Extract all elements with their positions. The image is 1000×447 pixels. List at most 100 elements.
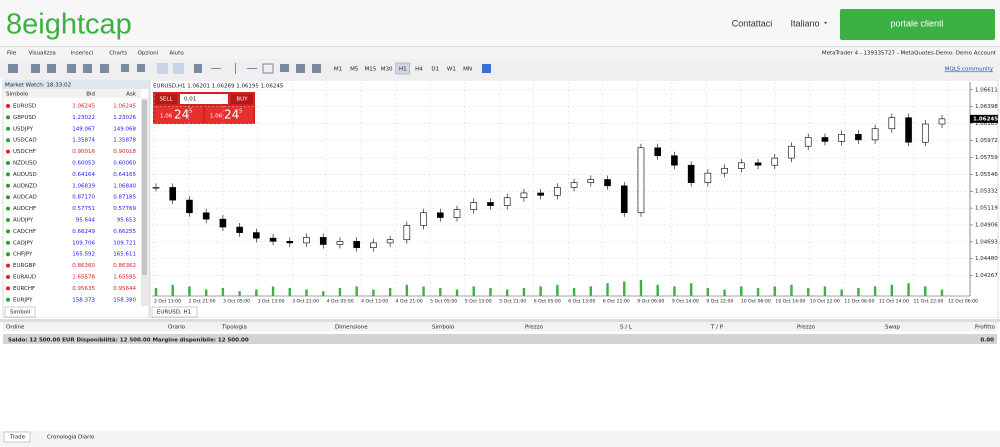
lot-value[interactable]: 0.01 bbox=[184, 97, 196, 103]
symbol[interactable]: USDJPY bbox=[13, 126, 34, 132]
candle-body bbox=[570, 182, 578, 188]
timeframe[interactable]: M5 bbox=[350, 67, 359, 73]
nav-link[interactable]: Contattaci bbox=[732, 18, 773, 28]
sell-price[interactable] bbox=[155, 106, 203, 123]
icon[interactable] bbox=[100, 64, 109, 73]
price-small[interactable]: 1.06 bbox=[160, 114, 173, 120]
symbol[interactable]: NZDUSD bbox=[13, 161, 37, 167]
icon[interactable] bbox=[173, 63, 184, 74]
tab-label[interactable]: EURUSD, H1 bbox=[157, 310, 191, 316]
icon[interactable] bbox=[312, 64, 321, 73]
price-pip[interactable]: 5 bbox=[189, 109, 193, 115]
symbol[interactable]: EURCHF bbox=[13, 286, 35, 292]
menu-item[interactable]: Visualizza bbox=[29, 51, 56, 57]
icon[interactable] bbox=[31, 64, 40, 73]
tab[interactable] bbox=[151, 306, 198, 318]
icon[interactable] bbox=[8, 64, 18, 73]
price-pip[interactable]: 5 bbox=[239, 109, 243, 115]
ask: 1.06245 bbox=[113, 104, 136, 110]
icon[interactable] bbox=[194, 64, 202, 73]
bid: 1.06245 bbox=[72, 104, 95, 110]
icon[interactable] bbox=[67, 64, 76, 73]
symbol[interactable]: AUDCHF bbox=[13, 206, 36, 212]
volume-bar bbox=[154, 288, 158, 296]
column-header: Bid bbox=[86, 92, 95, 98]
timeframe[interactable]: MN bbox=[463, 67, 472, 73]
logo[interactable]: 8eightcap bbox=[6, 9, 132, 41]
menu-item[interactable]: Aiuto bbox=[169, 51, 184, 57]
timeframe[interactable]: M15 bbox=[365, 67, 377, 73]
timeframe[interactable]: W1 bbox=[447, 67, 456, 73]
tab[interactable] bbox=[4, 306, 36, 318]
buy-button[interactable] bbox=[231, 94, 253, 104]
symbol[interactable]: AUDCAD bbox=[13, 195, 37, 201]
lot-input[interactable] bbox=[180, 94, 228, 104]
scroll-thumb[interactable] bbox=[142, 100, 147, 275]
icon[interactable] bbox=[47, 64, 56, 73]
timeframe[interactable]: M1 bbox=[334, 67, 342, 73]
icon[interactable] bbox=[482, 64, 491, 73]
icon[interactable] bbox=[296, 64, 305, 73]
community-link[interactable]: MQL5.community bbox=[945, 67, 994, 73]
caret bbox=[824, 22, 827, 24]
volume-bar bbox=[773, 286, 776, 296]
symbol[interactable]: USDCHF bbox=[13, 149, 36, 155]
tab[interactable] bbox=[3, 431, 31, 443]
symbol[interactable]: EURAUD bbox=[13, 275, 36, 281]
timeframe[interactable]: D1 bbox=[431, 67, 439, 73]
symbol[interactable]: CADCHF bbox=[13, 229, 36, 235]
timeframe[interactable]: H1 bbox=[399, 67, 407, 73]
buy-price[interactable] bbox=[205, 106, 253, 123]
symbol[interactable]: AUDNZD bbox=[13, 183, 37, 189]
icon[interactable] bbox=[121, 64, 129, 72]
menu-item[interactable]: Charts bbox=[109, 51, 127, 57]
icon[interactable] bbox=[247, 68, 257, 69]
icon[interactable] bbox=[235, 63, 236, 74]
icon[interactable] bbox=[262, 63, 274, 74]
menu-item[interactable]: Opzioni bbox=[138, 51, 159, 57]
price-small[interactable]: 1.06 bbox=[210, 114, 223, 120]
symbol[interactable]: GBPUSD bbox=[13, 115, 36, 121]
symbol[interactable]: CADJPY bbox=[13, 240, 34, 246]
icon[interactable] bbox=[211, 68, 221, 69]
symbol[interactable]: AUDUSD bbox=[13, 172, 37, 178]
timeframe[interactable]: M30 bbox=[381, 67, 393, 73]
tab-label[interactable]: Trade bbox=[9, 435, 26, 441]
price-big[interactable]: 24 bbox=[224, 108, 239, 122]
portal-button[interactable] bbox=[840, 9, 995, 40]
market-watch bbox=[2, 79, 150, 319]
candle-body bbox=[838, 134, 845, 142]
menu-item[interactable]: Inserisci bbox=[71, 51, 94, 57]
x-tick-label: 11 Oct 14:00 bbox=[879, 299, 909, 305]
menu-item[interactable]: File bbox=[7, 51, 17, 57]
icon[interactable] bbox=[157, 63, 168, 74]
price-big[interactable]: 24 bbox=[174, 108, 189, 122]
timeframe[interactable]: H4 bbox=[415, 67, 423, 73]
symbol[interactable]: EURGBP bbox=[13, 263, 36, 269]
button-label[interactable]: portale clienti bbox=[890, 18, 943, 28]
symbol[interactable]: AUDJPY bbox=[13, 218, 34, 224]
symbol[interactable]: EURJPY bbox=[13, 297, 33, 303]
symbol[interactable]: EURUSD bbox=[13, 104, 36, 110]
candle-body bbox=[888, 117, 896, 130]
tab-label[interactable]: Cronologia bbox=[47, 435, 76, 441]
x-tick-label: 10 Oct 22:00 bbox=[810, 299, 840, 305]
icon[interactable] bbox=[83, 64, 92, 73]
sell-button[interactable] bbox=[155, 94, 177, 104]
symbol[interactable]: CHFJPY bbox=[13, 252, 33, 258]
bid: 0.64164 bbox=[72, 172, 95, 178]
tab-label[interactable]: Simboli bbox=[10, 310, 31, 316]
buy-label[interactable]: BUY bbox=[236, 97, 248, 103]
icon[interactable] bbox=[137, 64, 145, 72]
candle-body bbox=[721, 168, 728, 174]
selected-frame[interactable] bbox=[395, 62, 411, 75]
candle-body bbox=[938, 118, 946, 125]
candle-body bbox=[253, 232, 260, 239]
sell-label[interactable]: SELL bbox=[159, 97, 173, 103]
symbol[interactable]: USDCAD bbox=[13, 138, 37, 144]
icon[interactable] bbox=[280, 64, 289, 72]
tab-label[interactable]: Diario bbox=[78, 435, 95, 441]
nav-link[interactable]: Italiano bbox=[790, 18, 819, 28]
x-tick-label: 9 Oct 06:00 bbox=[637, 299, 664, 305]
candle-body bbox=[403, 225, 411, 241]
